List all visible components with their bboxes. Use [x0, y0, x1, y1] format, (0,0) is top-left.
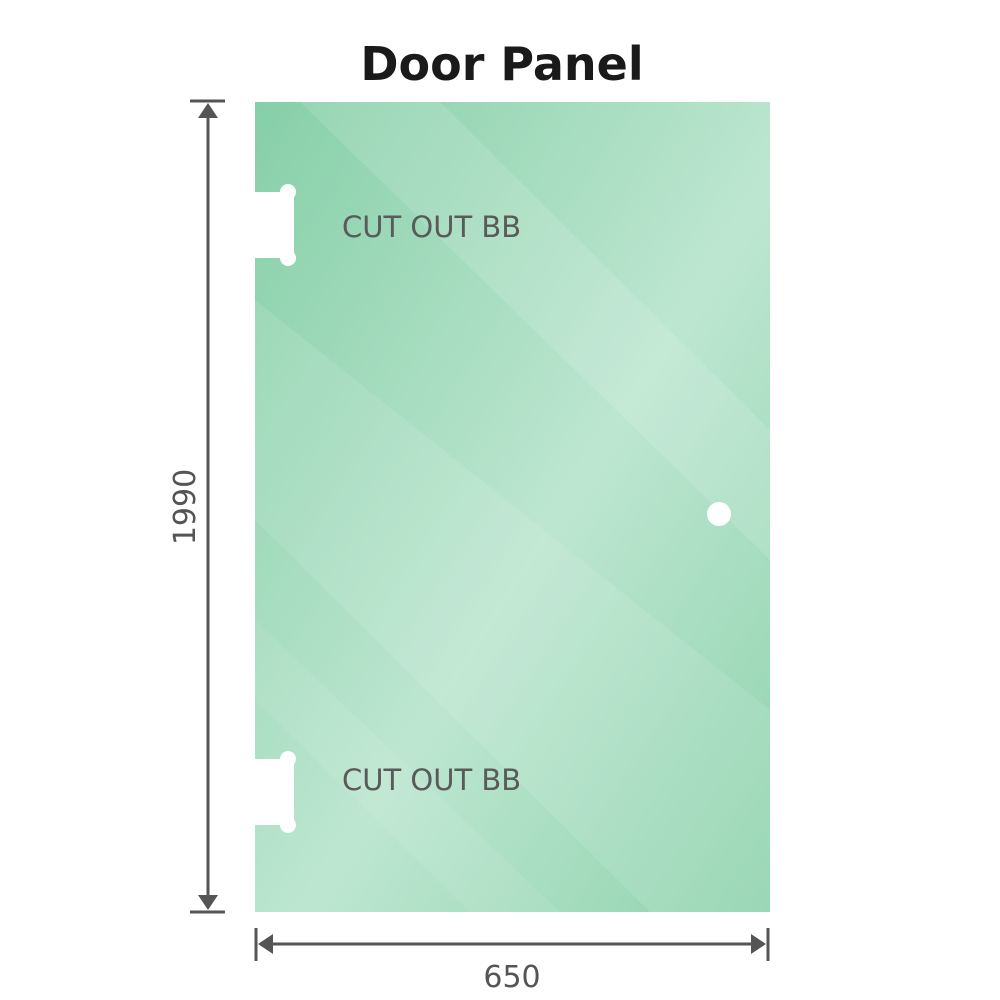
cutout-label-bottom: CUT OUT BB — [342, 763, 521, 797]
cutout-top — [250, 184, 296, 266]
glare-streak — [255, 620, 560, 912]
glare-streak — [300, 102, 770, 560]
glass-panel — [255, 102, 770, 912]
handle-hole — [707, 502, 731, 526]
page-title: Door Panel — [360, 37, 643, 91]
height-label: 1990 — [168, 469, 203, 545]
width-label: 650 — [483, 960, 540, 995]
cutout-bottom — [250, 751, 296, 833]
width-dimension-line — [254, 928, 770, 961]
cutout-label-top: CUT OUT BB — [342, 210, 521, 244]
height-dimension-line — [190, 99, 225, 914]
glare-streak — [255, 300, 770, 912]
